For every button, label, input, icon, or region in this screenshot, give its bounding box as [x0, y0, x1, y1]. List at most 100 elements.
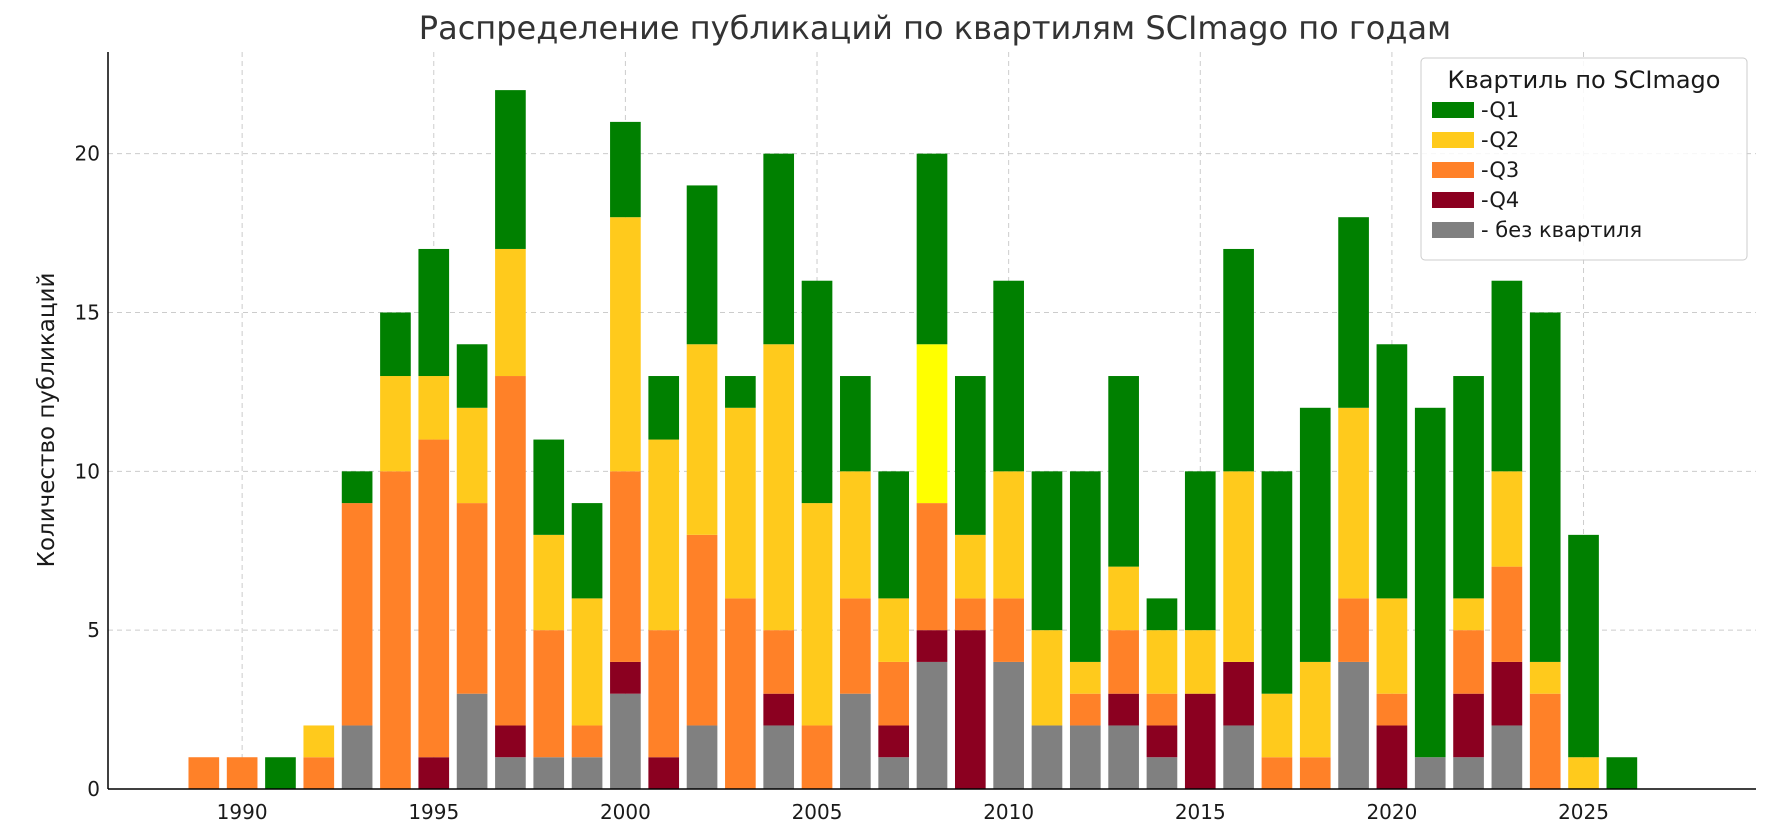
bar-segment — [916, 153, 948, 345]
bar-segment — [571, 725, 603, 758]
bar-segment — [763, 344, 795, 631]
y-tick-label: 0 — [87, 777, 100, 801]
bar-segment — [1223, 725, 1254, 789]
bar-segment — [878, 598, 910, 662]
x-tick-label: 2005 — [792, 800, 843, 824]
bar-segment — [1146, 693, 1178, 726]
bar-segment — [840, 376, 871, 472]
bar-segment — [380, 376, 411, 472]
bar-segment — [571, 503, 603, 599]
bar-segment — [456, 693, 488, 789]
tick-labels: 1990 1995 2000 2005 2010 2015 2020 2025 0 5 10 15 20 — [75, 142, 1609, 824]
bar-segment — [1069, 661, 1101, 694]
bar-segment — [1529, 693, 1561, 789]
bar-segment — [188, 757, 220, 789]
bar-segment — [1069, 471, 1101, 662]
bar-segment — [1338, 407, 1369, 599]
bar-segment — [1376, 598, 1408, 694]
bar-segment — [341, 503, 373, 726]
bar-segment — [610, 121, 641, 218]
bar-segment — [1184, 630, 1216, 694]
x-tick-label: 1990 — [217, 800, 268, 824]
bar-segment — [226, 757, 258, 789]
bar-segment — [763, 693, 795, 726]
bar-segment — [878, 661, 910, 726]
bar-segment — [610, 693, 641, 789]
bar-segment — [648, 376, 680, 440]
bar-segment — [801, 725, 833, 789]
bar-segment — [1108, 630, 1139, 694]
bar-segment — [1299, 757, 1331, 789]
legend-label: -Q2 — [1481, 128, 1519, 152]
bar-segment — [993, 280, 1024, 472]
bar-segment — [1299, 661, 1331, 758]
bar-segment — [495, 248, 526, 377]
bar-segment — [916, 344, 948, 504]
bar-segment — [1223, 471, 1254, 662]
bar-segment — [686, 725, 718, 789]
bar-segment — [763, 725, 795, 789]
legend-label: -Q4 — [1481, 188, 1519, 212]
bar-segment — [418, 439, 450, 758]
bar-segment — [533, 439, 565, 535]
bar-segment — [1568, 757, 1599, 789]
bar-segment — [1223, 248, 1254, 472]
x-tick-label: 2020 — [1366, 800, 1417, 824]
bar-segment — [1146, 630, 1178, 694]
bar-segment — [533, 534, 565, 631]
bar-segment — [1491, 725, 1523, 789]
bar-segment — [840, 693, 871, 789]
bar-segment — [571, 757, 603, 789]
bar-segment — [1338, 661, 1369, 789]
bar-segment — [418, 376, 450, 440]
bar-segment — [1184, 693, 1216, 789]
bar-segment — [916, 630, 948, 662]
bar-segment — [303, 757, 335, 789]
bar-segment — [1414, 757, 1446, 789]
legend-swatch — [1432, 132, 1474, 148]
bar-segment — [1338, 598, 1369, 662]
bar-segment — [801, 280, 833, 504]
bar-segment — [1261, 471, 1293, 694]
legend: Квартиль по SCImago -Q1 -Q2 -Q3 -Q4 - без ква… — [1420, 57, 1748, 261]
bar-segment — [1108, 693, 1139, 726]
bar-segment — [1529, 312, 1561, 662]
legend-label: -Q1 — [1481, 98, 1519, 122]
chart-title: Распределение публикаций по квартилям SC… — [419, 9, 1451, 47]
bar-segment — [1031, 725, 1063, 789]
bar-segment — [1108, 566, 1139, 631]
bar-segment — [1146, 725, 1178, 758]
bar-segment — [341, 725, 373, 789]
bar-segment — [1568, 534, 1599, 758]
bar-segment — [648, 439, 680, 631]
bar-segment — [954, 598, 986, 631]
bar-segment — [878, 725, 910, 758]
bar-segment — [418, 248, 450, 377]
bar-segment — [993, 471, 1024, 599]
bar-segment — [495, 757, 526, 789]
bar-segment — [1261, 757, 1293, 789]
bar-segment — [495, 90, 526, 249]
bar-segment — [1453, 598, 1484, 631]
bar-segment — [1338, 217, 1369, 408]
x-tick-label: 2015 — [1175, 800, 1226, 824]
legend-swatch — [1432, 102, 1474, 118]
y-tick-label: 5 — [87, 618, 100, 642]
bar-segment — [380, 471, 411, 789]
bar-segment — [1414, 407, 1446, 758]
bar-segment — [1529, 661, 1561, 694]
bars — [188, 90, 1638, 789]
bar-segment — [1069, 725, 1101, 789]
bar-segment — [1491, 566, 1523, 662]
bar-segment — [1069, 693, 1101, 726]
bar-segment — [495, 725, 526, 758]
bar-segment — [916, 503, 948, 631]
bar-segment — [1376, 693, 1408, 726]
bar-segment — [725, 407, 756, 599]
bar-segment — [878, 757, 910, 789]
legend-label: -Q3 — [1481, 158, 1519, 182]
bar-segment — [993, 661, 1024, 789]
bar-segment — [840, 471, 871, 599]
bar-segment — [763, 630, 795, 694]
